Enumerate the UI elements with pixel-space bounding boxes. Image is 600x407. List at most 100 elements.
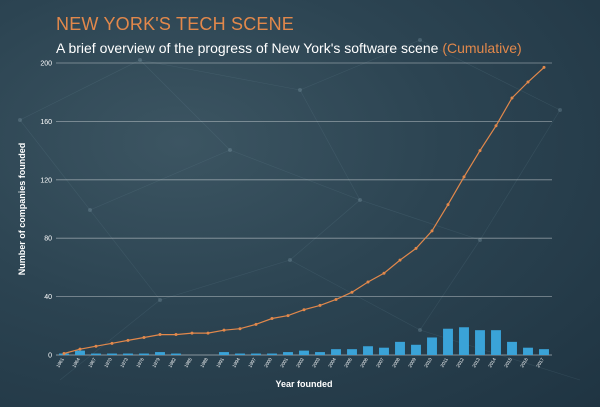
point-1979	[158, 333, 162, 337]
bar-2014	[491, 330, 501, 355]
x-tick-label: 1994	[231, 357, 241, 369]
point-2007	[382, 271, 386, 275]
x-tick-label: 2008	[391, 357, 401, 369]
x-tick-label: 2000	[263, 357, 273, 369]
bar-2005	[347, 349, 357, 355]
point-2016	[526, 80, 530, 84]
bar-2017	[539, 349, 549, 355]
chart-title: NEW YORK'S TECH SCENE	[56, 14, 295, 34]
x-axis-label: Year founded	[275, 379, 332, 389]
point-2017	[542, 65, 546, 69]
point-1970	[110, 341, 114, 345]
bar-2004	[331, 349, 341, 355]
bar-2003	[315, 352, 325, 355]
x-tick-label: 1967	[87, 357, 97, 369]
y-axis-ticks: 0 40 80 120 160 200	[40, 61, 52, 360]
chart-subtitle-main: A brief overview of the progress of New …	[56, 40, 439, 56]
bar-1979	[155, 352, 165, 355]
bar-1997	[251, 353, 261, 355]
point-1964	[78, 347, 82, 351]
y-tick-label: 200	[40, 61, 52, 68]
gridlines	[56, 62, 552, 356]
x-tick-label: 2004	[327, 357, 337, 369]
point-1991	[222, 328, 226, 332]
bar-2010	[427, 337, 437, 355]
x-tick-label: 2014	[487, 357, 497, 369]
x-tick-label: 2016	[519, 357, 529, 369]
bar-2011	[443, 328, 453, 355]
point-2005	[350, 290, 354, 294]
bar-2012	[459, 327, 469, 355]
bar-1964	[75, 350, 85, 355]
point-1973	[126, 338, 130, 342]
point-1985	[190, 331, 194, 335]
point-1961	[62, 352, 66, 356]
bar-2015	[507, 341, 517, 355]
bar-1973	[123, 353, 133, 355]
point-1982	[174, 333, 178, 337]
bar-2008	[395, 341, 405, 355]
bar-2007	[379, 347, 389, 355]
point-2010	[430, 229, 434, 233]
point-2000	[270, 317, 274, 320]
point-2013	[478, 149, 482, 153]
x-tick-label: 2002	[295, 357, 305, 369]
x-tick-label: 2001	[279, 357, 289, 369]
point-2014	[494, 124, 498, 128]
bar-1967	[91, 353, 101, 355]
x-tick-label: 1973	[119, 357, 129, 369]
x-tick-label: 1991	[215, 357, 225, 369]
x-tick-label: 2003	[311, 357, 321, 369]
y-tick-label: 160	[40, 119, 52, 126]
x-tick-label: 2015	[503, 357, 513, 369]
point-1997	[254, 322, 258, 326]
x-tick-label: 1988	[199, 357, 209, 369]
bar-1991	[219, 352, 229, 355]
x-tick-label: 1997	[247, 357, 257, 369]
bar-1982	[171, 353, 181, 355]
bar-2016	[523, 347, 533, 355]
point-2012	[462, 175, 466, 179]
bar-2006	[363, 346, 373, 355]
x-tick-label: 2007	[375, 357, 385, 369]
x-tick-label: 1970	[103, 357, 113, 369]
bar-2002	[299, 350, 309, 355]
x-tick-label: 2013	[471, 357, 481, 369]
bar-series	[59, 327, 549, 355]
point-2008	[398, 258, 402, 262]
x-tick-label: 1979	[151, 357, 161, 369]
point-2001	[286, 314, 290, 318]
x-tick-label: 1964	[71, 357, 81, 369]
point-2011	[446, 203, 450, 207]
x-tick-label: 2006	[359, 357, 369, 369]
x-tick-label: 1985	[183, 357, 193, 369]
bar-2001	[283, 352, 293, 355]
point-2009	[414, 246, 418, 250]
point-1967	[94, 344, 98, 348]
bar-1976	[139, 353, 149, 355]
point-2006	[366, 280, 370, 284]
point-2003	[318, 303, 322, 307]
y-tick-label: 80	[44, 236, 52, 243]
chart-subtitle: A brief overview of the progress of New …	[56, 40, 522, 56]
y-tick-label: 40	[44, 294, 52, 301]
y-tick-label: 120	[40, 177, 52, 184]
y-axis-label: Number of companies founded	[17, 143, 27, 276]
bar-2009	[411, 344, 421, 355]
bar-2000	[267, 353, 277, 355]
chart-subtitle-accent: (Cumulative)	[442, 40, 522, 56]
x-tick-label: 2017	[535, 357, 545, 369]
point-2004	[334, 298, 338, 302]
x-tick-label: 2009	[407, 357, 417, 369]
x-tick-label: 2010	[423, 357, 433, 369]
x-tick-label: 2012	[455, 357, 465, 369]
point-1994	[238, 327, 242, 331]
x-tick-label: 2005	[343, 357, 353, 369]
x-tick-label: 1976	[135, 357, 145, 369]
point-2002	[302, 308, 306, 312]
point-2015	[510, 96, 514, 100]
x-tick-label: 1982	[167, 357, 177, 369]
point-1976	[142, 335, 146, 339]
